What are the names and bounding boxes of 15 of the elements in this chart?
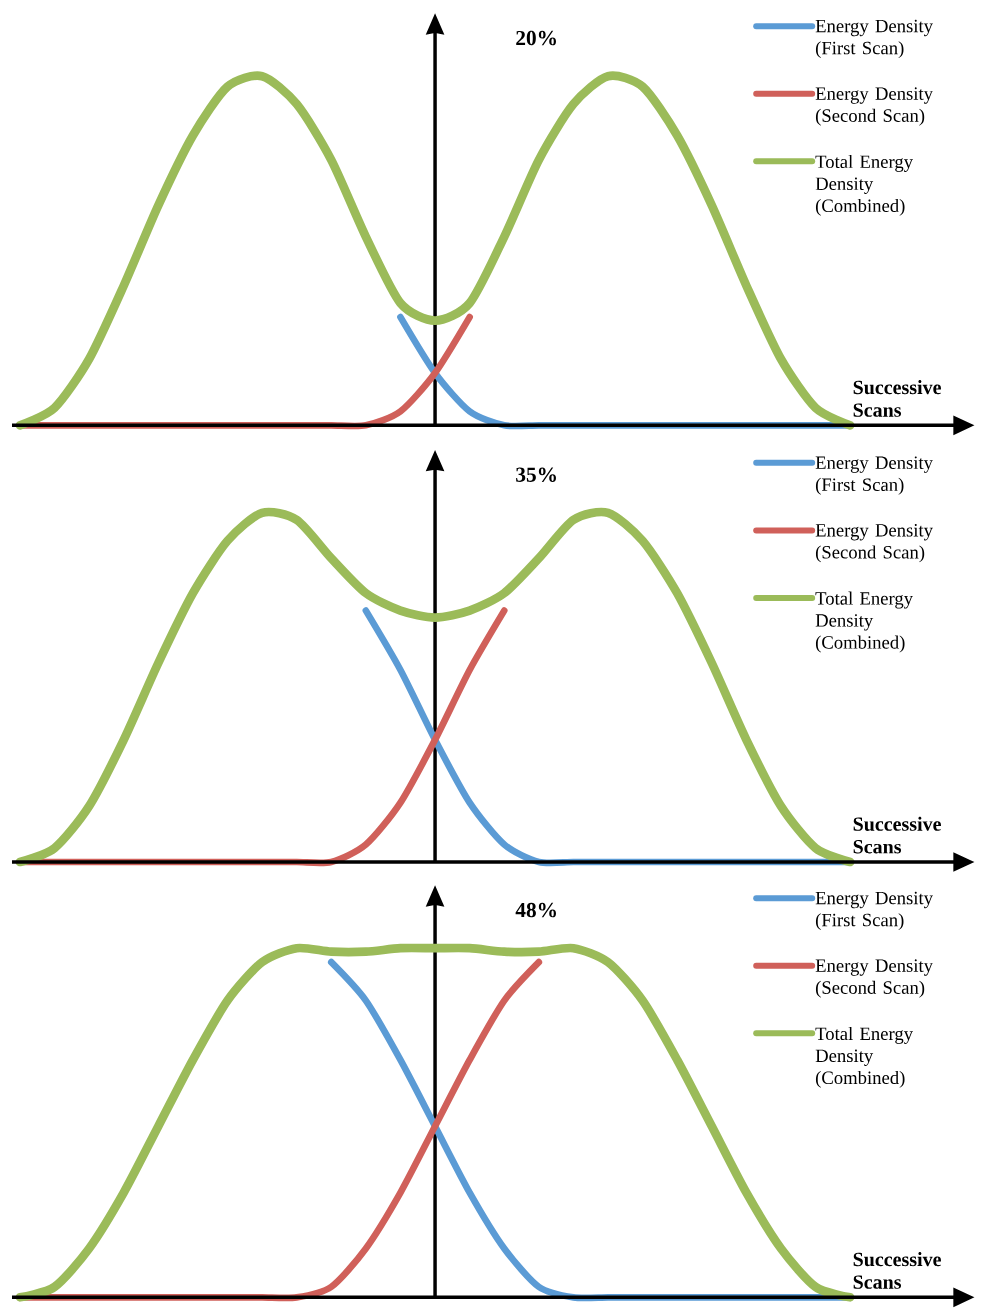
legend-label: Energy Density (Second Scan) bbox=[815, 87, 934, 126]
legend-label: Energy Density (First Scan) bbox=[815, 456, 934, 495]
x-axis-title: Successive Scans bbox=[853, 1252, 942, 1289]
legend-label: Total Energy Density (Combined) bbox=[815, 1026, 914, 1088]
x-axis-title: Successive Scans bbox=[853, 816, 942, 854]
legend-label: Energy Density (First Scan) bbox=[815, 19, 934, 59]
legend-label: Total Energy Density (Combined) bbox=[815, 591, 914, 653]
chart-title: 20% bbox=[516, 30, 557, 46]
legend-label: Total Energy Density (Combined) bbox=[815, 154, 914, 216]
legend-label: Energy Density (First Scan) bbox=[815, 891, 934, 931]
legend-label: Energy Density (Second Scan) bbox=[815, 524, 934, 563]
legend-label: Energy Density (Second Scan) bbox=[815, 959, 934, 998]
chart-title: 35% bbox=[516, 467, 557, 482]
x-axis-title: Successive Scans bbox=[853, 380, 942, 417]
chart-title: 48% bbox=[515, 902, 557, 918]
